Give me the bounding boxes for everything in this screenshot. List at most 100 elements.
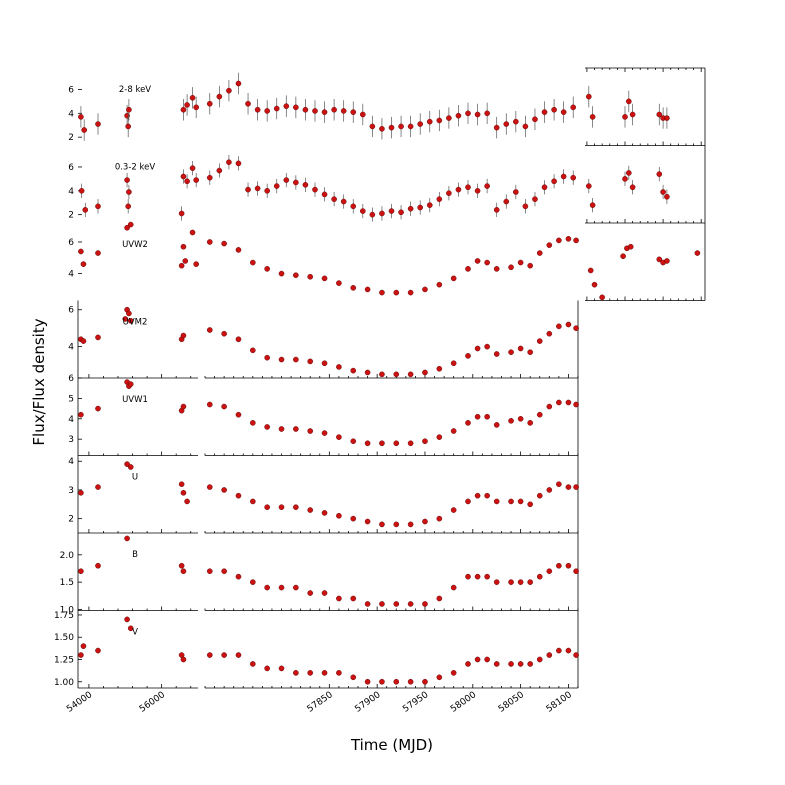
data-point-main: [321, 109, 328, 115]
y-tick-label: 1.00: [54, 678, 74, 688]
data-point-main: [417, 121, 423, 127]
data-point-main: [560, 173, 567, 180]
data-point-main: [465, 266, 471, 272]
data-point-main: [364, 601, 371, 607]
data-point-main: [565, 399, 572, 406]
data-point-main: [250, 498, 256, 505]
data-point-main: [426, 202, 433, 208]
data-point-main: [541, 184, 548, 191]
band-label: UVW1: [122, 395, 148, 405]
data-point-main: [264, 188, 270, 194]
data-point-late: [599, 294, 605, 301]
y-tick-label: 1.25: [54, 655, 74, 665]
band-label: U: [132, 473, 138, 483]
data-point-main: [379, 289, 385, 296]
data-point-main: [465, 420, 471, 426]
data-point-early: [178, 481, 185, 488]
data-point-main: [364, 369, 371, 376]
data-point-main: [221, 240, 227, 247]
data-point-early: [125, 123, 131, 130]
data-point-main: [245, 186, 251, 193]
data-point-late: [620, 253, 626, 260]
data-point-main: [321, 275, 328, 282]
data-point-early: [180, 173, 187, 180]
data-point-main: [312, 186, 318, 193]
data-point-main: [235, 160, 242, 167]
data-point-main: [221, 487, 227, 493]
data-point-main: [264, 424, 270, 430]
data-point-main: [226, 159, 232, 165]
data-point-main: [321, 360, 328, 367]
data-point-main: [293, 670, 299, 676]
data-point-main: [422, 678, 428, 685]
data-point-main: [560, 109, 567, 115]
data-point-main: [422, 286, 428, 293]
data-point-main: [465, 498, 471, 505]
data-point-main: [278, 584, 285, 591]
data-point-main: [493, 422, 500, 428]
y-tick-label: 4: [68, 109, 74, 119]
data-point-main: [422, 369, 428, 376]
data-point-main: [250, 579, 256, 585]
data-point-early: [184, 498, 190, 505]
data-point-main: [573, 652, 579, 658]
data-point-main: [493, 661, 500, 667]
marks-layer: [78, 72, 701, 685]
data-point-main: [532, 116, 538, 123]
data-point-main: [360, 208, 366, 214]
y-tick-label: 6: [68, 238, 74, 248]
data-point-early: [95, 405, 101, 412]
data-point-early: [184, 102, 190, 108]
data-point-main: [206, 100, 213, 107]
data-point-early: [80, 643, 87, 649]
data-point-late: [664, 193, 670, 200]
x-tick-label: 58000: [449, 690, 478, 715]
data-point-main: [573, 237, 579, 244]
data-point-main: [278, 270, 285, 277]
data-point-main: [546, 487, 553, 493]
y-tick-label: 1.50: [54, 633, 74, 643]
y-tick-label: 5: [68, 394, 74, 404]
data-point-main: [450, 428, 457, 434]
data-point-main: [522, 203, 529, 210]
data-point-main: [245, 100, 251, 107]
data-point-early: [127, 381, 134, 387]
data-point-early: [82, 207, 89, 213]
data-point-main: [340, 108, 347, 114]
data-point-main: [493, 579, 500, 585]
data-point-main: [422, 601, 428, 607]
data-point-main: [278, 504, 285, 510]
data-point-early: [95, 121, 101, 127]
data-point-main: [446, 115, 452, 121]
data-point-early: [189, 95, 196, 101]
y-tick-label: 2: [68, 515, 74, 525]
data-point-late: [591, 281, 598, 288]
data-point-early: [180, 332, 187, 339]
data-point-main: [422, 438, 428, 445]
data-point-main: [302, 182, 309, 188]
data-point-main: [321, 670, 328, 676]
data-point-main: [556, 237, 562, 244]
data-point-main: [350, 515, 357, 522]
data-point-main: [350, 203, 357, 210]
data-point-main: [278, 356, 285, 363]
data-point-early: [178, 210, 185, 217]
y-axis-title: Flux/Flux density: [30, 318, 48, 445]
data-point-main: [517, 259, 524, 266]
data-point-early: [180, 403, 187, 410]
band-label: B: [132, 550, 138, 560]
data-point-main: [393, 678, 400, 685]
data-point-main: [422, 518, 428, 525]
data-point-early: [189, 229, 196, 236]
data-point-main: [206, 174, 213, 181]
data-point-early: [180, 243, 187, 250]
y-tick-label: 3: [68, 486, 74, 496]
data-point-main: [536, 573, 543, 580]
data-point-main: [221, 568, 227, 575]
x-tick-label: 58100: [545, 690, 574, 715]
data-point-main: [293, 584, 299, 591]
x-tick-label: 58050: [497, 690, 526, 715]
data-point-main: [393, 440, 400, 447]
data-point-main: [556, 562, 562, 569]
data-point-main: [455, 186, 462, 193]
